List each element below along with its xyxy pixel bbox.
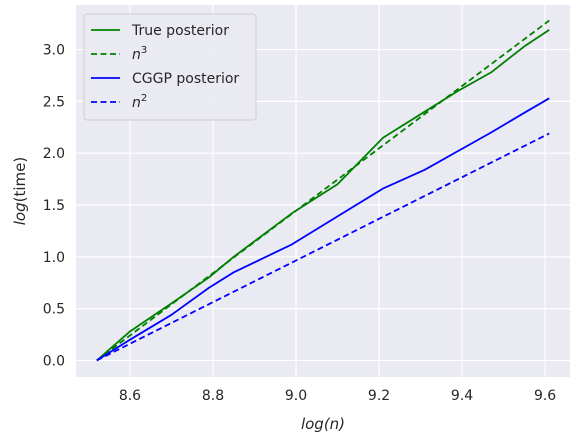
- x-tick-label: 8.6: [119, 388, 141, 404]
- y-tick-label: 2.0: [43, 146, 65, 162]
- legend-label-n-3: n3: [132, 45, 147, 63]
- legend: True posterior n3 CGGP posterior n2: [83, 13, 257, 121]
- y-tick-label: 3.0: [43, 43, 65, 59]
- x-tick-label: 8.8: [202, 388, 224, 404]
- x-axis-label: log(n): [301, 415, 345, 433]
- legend-box: [83, 13, 257, 121]
- x-tick-label: 9.2: [368, 388, 390, 404]
- y-tick-label: 1.0: [43, 250, 65, 266]
- grid: [76, 5, 570, 377]
- x-tick-label: 9.4: [451, 388, 473, 404]
- legend-label-cggp-posterior: CGGP posterior: [132, 71, 239, 87]
- series-line-cggp-posterior: [96, 97, 550, 362]
- legend-label-n-2: n2: [132, 93, 147, 111]
- y-tick-label: 0.0: [43, 353, 65, 369]
- y-axis-label: log(time): [11, 157, 29, 225]
- series-layer: [96, 19, 550, 362]
- x-tick-labels: 8.6 8.8 9.0 9.2 9.4 9.6: [119, 388, 556, 404]
- y-tick-labels: 0.0 0.5 1.0 1.5 2.0 2.5 3.0: [43, 43, 65, 370]
- y-tick-label: 1.5: [43, 198, 65, 214]
- legend-label-true-posterior: True posterior: [131, 23, 229, 39]
- y-tick-label: 0.5: [43, 302, 65, 318]
- x-tick-label: 9.0: [285, 388, 307, 404]
- y-tick-label: 2.5: [43, 94, 65, 110]
- series-line-true-posterior: [96, 29, 550, 362]
- x-tick-label: 9.6: [534, 388, 556, 404]
- series-line-n-2: [96, 132, 550, 362]
